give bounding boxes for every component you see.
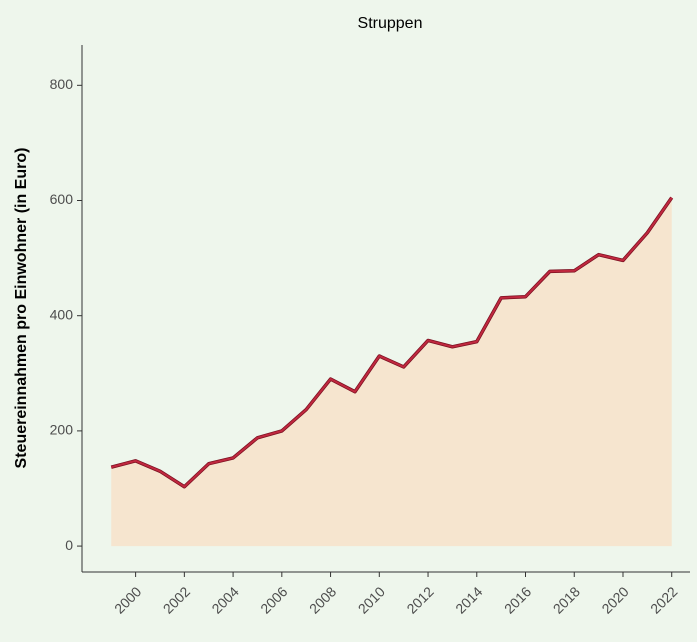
chart-title: Struppen — [358, 15, 423, 32]
area — [111, 197, 672, 547]
y-axis-label: Steuereinnahmen pro Einwohner (in Euro) — [13, 148, 30, 469]
y-tick-label: 0 — [65, 537, 73, 553]
y-tick-label: 200 — [50, 422, 74, 438]
y-tick-label: 400 — [50, 306, 74, 322]
y-tick-label: 600 — [50, 191, 74, 207]
y-tick-label: 800 — [50, 76, 74, 92]
line — [110, 197, 673, 488]
